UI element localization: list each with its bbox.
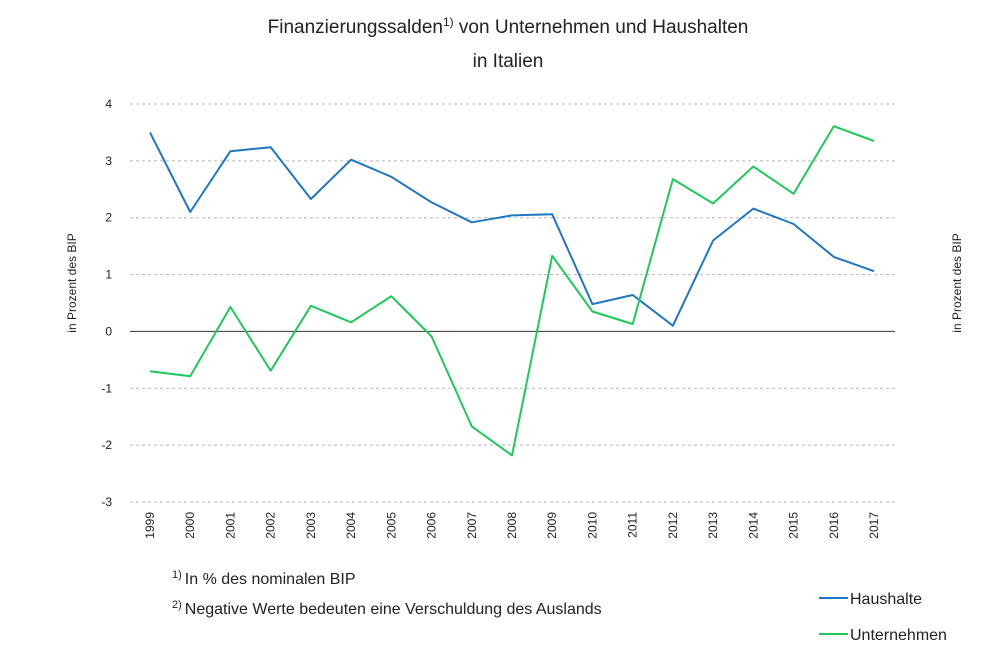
y-tick-label: 1 — [105, 268, 112, 282]
x-tick-label: 2002 — [264, 512, 278, 539]
y-tick-label: -2 — [101, 438, 112, 452]
y-axis-label-left: in Prozent des BIP — [65, 233, 79, 332]
x-tick-label: 2012 — [666, 512, 680, 539]
x-tick-label: 2003 — [304, 512, 318, 539]
y-tick-label: -1 — [101, 381, 112, 395]
y-tick-label: 2 — [105, 211, 112, 225]
legend: Haushalte Unternehmen — [819, 591, 947, 644]
x-tick-label: 2007 — [465, 512, 479, 539]
x-tick-label: 2011 — [626, 512, 640, 538]
y-tick-label: 0 — [105, 324, 112, 338]
x-tick-label: 2010 — [585, 512, 599, 539]
x-tick-label: 2005 — [384, 512, 398, 539]
chart-title-line2: in Italien — [473, 51, 544, 72]
series-line-unternehmen — [149, 125, 875, 457]
x-tick-label: 2009 — [545, 512, 559, 539]
x-tick-label: 2006 — [425, 512, 439, 539]
x-tick-label: 1999 — [143, 512, 157, 539]
x-tick-label: 2015 — [787, 512, 801, 539]
y-tick-label: 4 — [105, 97, 112, 111]
x-tick-label: 2004 — [344, 512, 358, 539]
chart-title-line1: Finanzierungssalden1) von Unternehmen un… — [268, 15, 749, 38]
x-tick-label: 2016 — [827, 512, 841, 539]
legend-label-unternehmen: Unternehmen — [850, 627, 947, 644]
x-tick-label: 2013 — [706, 512, 720, 539]
y-tick-label: -3 — [101, 495, 112, 509]
y-tick-labels: 4 3 2 1 0 -1 -2 -3 — [101, 97, 112, 509]
title-superscript: 1) — [443, 15, 454, 29]
legend-label-haushalte: Haushalte — [850, 591, 922, 608]
footnote-2: 2) Negative Werte bedeuten eine Verschuld… — [172, 599, 602, 618]
x-tick-label: 2008 — [505, 512, 519, 539]
y-tick-label: 3 — [105, 154, 112, 168]
x-tick-label: 2000 — [183, 512, 197, 539]
series-lines — [149, 125, 875, 457]
x-tick-label: 2001 — [223, 512, 237, 539]
x-tick-label: 2017 — [867, 512, 881, 539]
x-tick-label: 2014 — [746, 512, 760, 539]
footnote-1: 1) In % des nominalen BIP — [172, 569, 356, 588]
gridlines — [130, 103, 895, 503]
series-line-haushalte — [149, 131, 875, 327]
y-axis-label-right: in Prozent des BIP — [950, 233, 964, 332]
x-tick-labels: 1999 2000 2001 2002 2003 2004 2005 2006 2007 2008… — [143, 512, 881, 539]
